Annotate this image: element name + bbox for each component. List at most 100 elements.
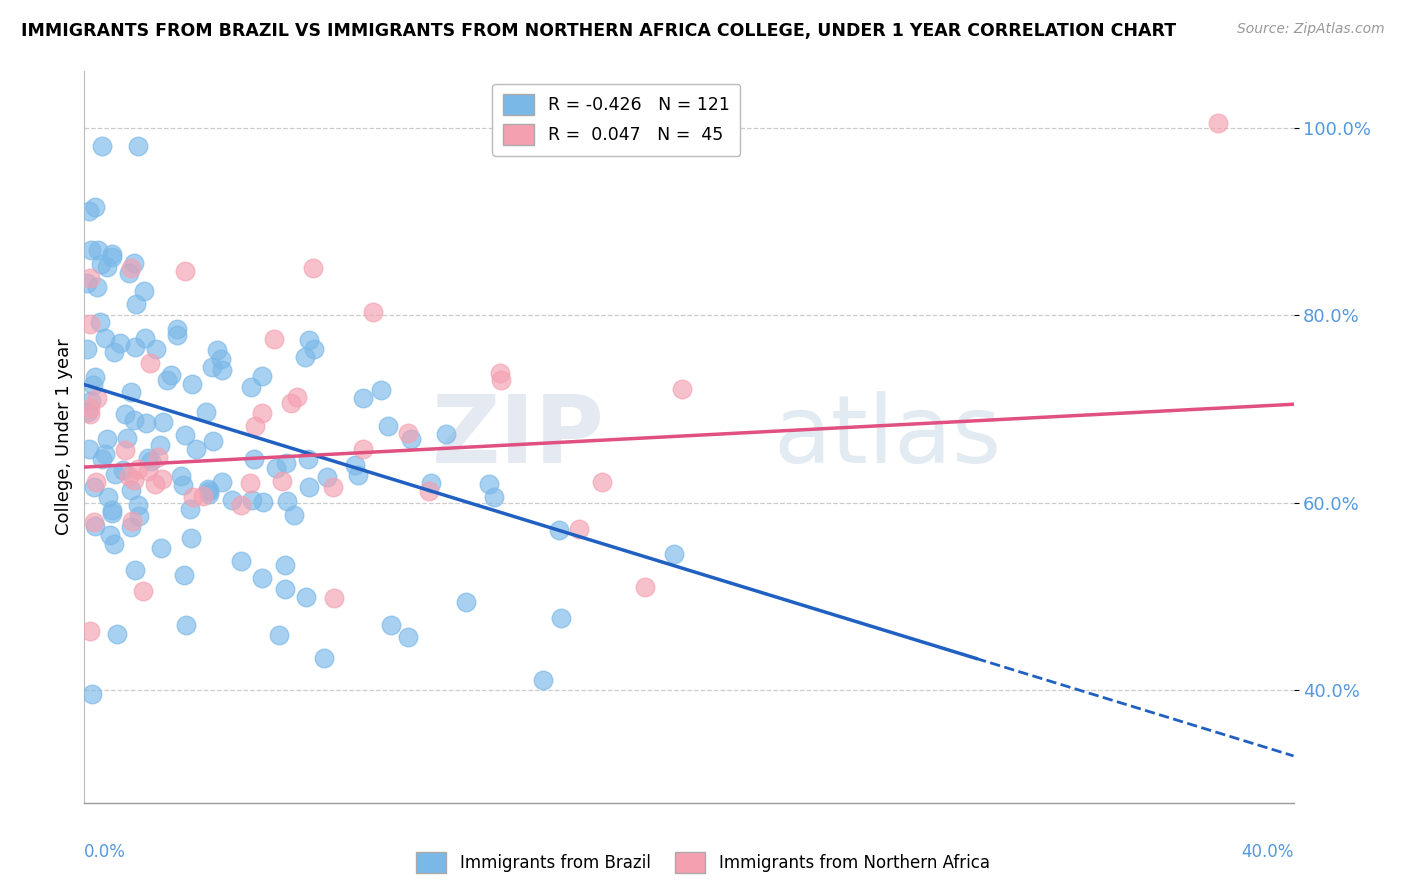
Point — [280, 396, 302, 410]
Point — [79, 401, 101, 416]
Point — [77, 442, 100, 456]
Point — [1206, 116, 1229, 130]
Point — [274, 582, 297, 596]
Point — [76, 276, 98, 290]
Point — [314, 651, 336, 665]
Point — [103, 537, 125, 551]
Point — [276, 494, 298, 508]
Point — [491, 373, 513, 387]
Point — [114, 443, 136, 458]
Point — [302, 342, 325, 356]
Point — [418, 484, 440, 499]
Point — [83, 369, 105, 384]
Point — [252, 494, 274, 508]
Point — [229, 498, 252, 512]
Point — [79, 243, 101, 257]
Point — [250, 406, 273, 420]
Point — [145, 476, 167, 491]
Point — [380, 618, 402, 632]
Point — [377, 419, 399, 434]
Point — [141, 454, 163, 468]
Point — [125, 297, 148, 311]
Point — [84, 475, 107, 489]
Point — [434, 426, 457, 441]
Point — [118, 266, 141, 280]
Point — [211, 363, 233, 377]
Point — [96, 260, 118, 274]
Point — [103, 344, 125, 359]
Point — [488, 366, 510, 380]
Text: IMMIGRANTS FROM BRAZIL VS IMMIGRANTS FROM NORTHERN AFRICA COLLEGE, UNDER 1 YEAR : IMMIGRANTS FROM BRAZIL VS IMMIGRANTS FRO… — [21, 22, 1177, 40]
Point — [352, 442, 374, 456]
Point — [127, 462, 149, 476]
Point — [363, 305, 385, 319]
Point — [240, 380, 263, 394]
Point — [76, 342, 98, 356]
Point — [87, 243, 110, 257]
Point — [79, 407, 101, 421]
Point — [97, 490, 120, 504]
Point — [120, 483, 142, 497]
Point — [108, 335, 131, 350]
Point — [550, 611, 572, 625]
Point — [120, 519, 142, 533]
Point — [352, 391, 374, 405]
Point — [252, 368, 274, 383]
Point — [454, 595, 477, 609]
Y-axis label: College, Under 1 year: College, Under 1 year — [55, 339, 73, 535]
Point — [124, 563, 146, 577]
Point — [347, 468, 370, 483]
Point — [396, 630, 419, 644]
Point — [170, 469, 193, 483]
Point — [181, 376, 204, 391]
Point — [316, 469, 339, 483]
Text: atlas: atlas — [773, 391, 1002, 483]
Point — [127, 139, 149, 153]
Point — [79, 270, 101, 285]
Point — [396, 425, 419, 440]
Point — [180, 531, 202, 545]
Point — [264, 461, 287, 475]
Point — [160, 368, 183, 382]
Point — [343, 458, 366, 473]
Point — [82, 687, 104, 701]
Point — [191, 489, 214, 503]
Point — [121, 514, 143, 528]
Point — [221, 493, 243, 508]
Point — [83, 519, 105, 533]
Point — [240, 493, 263, 508]
Text: 0.0%: 0.0% — [84, 843, 127, 861]
Point — [117, 431, 139, 445]
Point — [79, 624, 101, 639]
Point — [100, 506, 122, 520]
Point — [146, 450, 169, 464]
Point — [90, 139, 112, 153]
Point — [135, 416, 157, 430]
Point — [172, 478, 194, 492]
Point — [285, 390, 308, 404]
Point — [86, 280, 108, 294]
Point — [568, 523, 591, 537]
Point — [98, 528, 121, 542]
Point — [76, 405, 98, 419]
Point — [662, 547, 685, 561]
Point — [132, 584, 155, 599]
Point — [548, 524, 571, 538]
Point — [173, 567, 195, 582]
Point — [118, 469, 141, 483]
Point — [634, 580, 657, 594]
Point — [274, 558, 297, 573]
Point — [112, 463, 135, 477]
Point — [80, 393, 103, 408]
Point — [174, 428, 197, 442]
Point — [370, 383, 392, 397]
Point — [101, 503, 124, 517]
Text: ZIP: ZIP — [432, 391, 605, 483]
Point — [136, 451, 159, 466]
Legend: Immigrants from Brazil, Immigrants from Northern Africa: Immigrants from Brazil, Immigrants from … — [409, 846, 997, 880]
Point — [122, 473, 145, 487]
Point — [122, 256, 145, 270]
Point — [90, 257, 112, 271]
Point — [200, 359, 222, 374]
Point — [211, 475, 233, 490]
